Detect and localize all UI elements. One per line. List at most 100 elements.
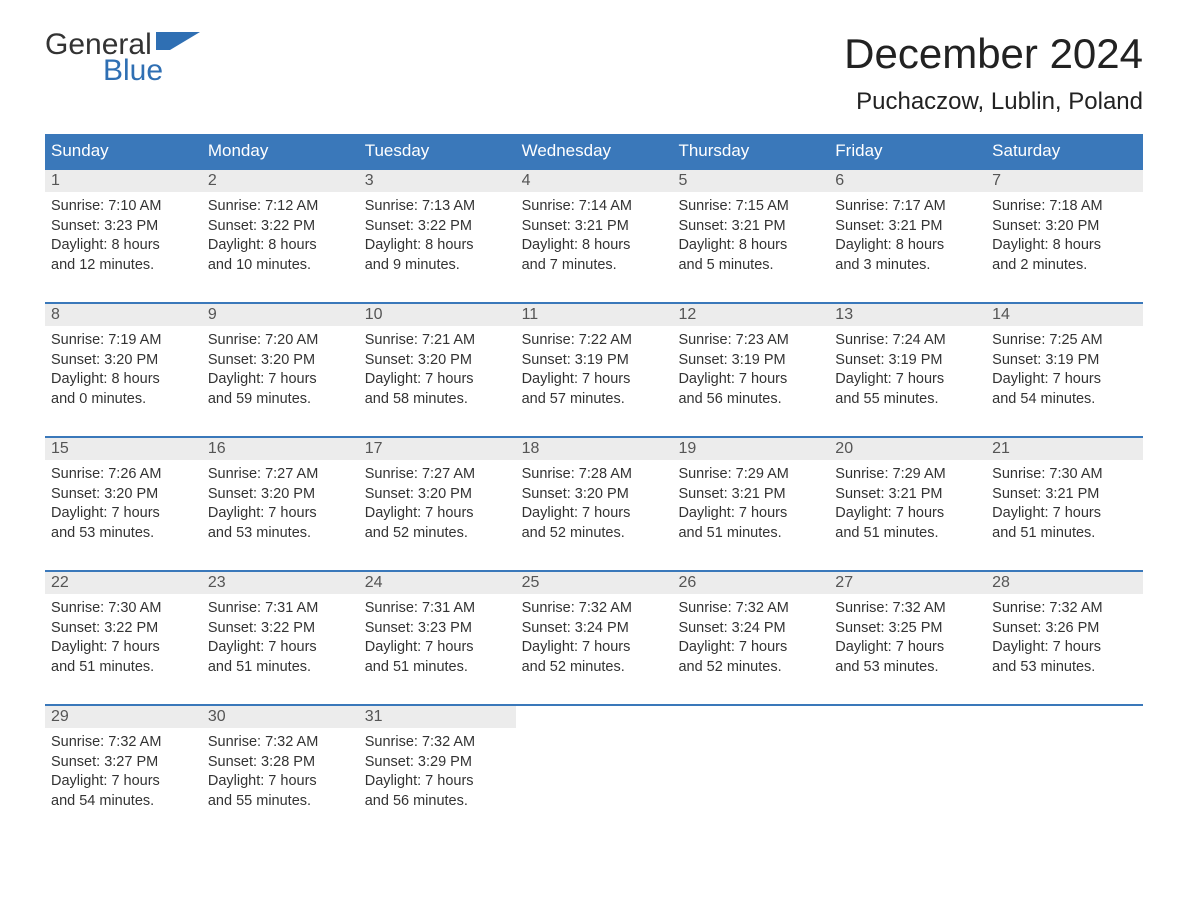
daylight-hours-line: Daylight: 7 hours	[522, 504, 667, 524]
day-cell: 29Sunrise: 7:32 AMSunset: 3:27 PMDayligh…	[45, 706, 202, 838]
sunrise-line: Sunrise: 7:29 AM	[835, 465, 980, 485]
day-cell: 3Sunrise: 7:13 AMSunset: 3:22 PMDaylight…	[359, 170, 516, 302]
sunset-line: Sunset: 3:19 PM	[992, 351, 1137, 371]
sunrise-line: Sunrise: 7:15 AM	[678, 197, 823, 217]
day-body: Sunrise: 7:19 AMSunset: 3:20 PMDaylight:…	[45, 326, 202, 415]
sunset-line: Sunset: 3:19 PM	[522, 351, 667, 371]
day-body: Sunrise: 7:30 AMSunset: 3:22 PMDaylight:…	[45, 594, 202, 683]
sunset-line: Sunset: 3:22 PM	[208, 217, 353, 237]
sunset-line: Sunset: 3:20 PM	[208, 485, 353, 505]
daylight-minutes-line: and 0 minutes.	[51, 390, 196, 410]
day-cell: 2Sunrise: 7:12 AMSunset: 3:22 PMDaylight…	[202, 170, 359, 302]
sunrise-line: Sunrise: 7:32 AM	[208, 733, 353, 753]
sunset-line: Sunset: 3:20 PM	[365, 485, 510, 505]
daylight-minutes-line: and 51 minutes.	[835, 524, 980, 544]
daylight-minutes-line: and 3 minutes.	[835, 256, 980, 276]
daylight-hours-line: Daylight: 8 hours	[365, 236, 510, 256]
sunrise-line: Sunrise: 7:32 AM	[522, 599, 667, 619]
daylight-hours-line: Daylight: 7 hours	[208, 638, 353, 658]
daylight-hours-line: Daylight: 7 hours	[51, 504, 196, 524]
daylight-minutes-line: and 2 minutes.	[992, 256, 1137, 276]
day-number: 28	[986, 572, 1143, 594]
day-body: Sunrise: 7:32 AMSunset: 3:27 PMDaylight:…	[45, 728, 202, 817]
daylight-hours-line: Daylight: 8 hours	[992, 236, 1137, 256]
week-row: 29Sunrise: 7:32 AMSunset: 3:27 PMDayligh…	[45, 704, 1143, 838]
day-cell: 18Sunrise: 7:28 AMSunset: 3:20 PMDayligh…	[516, 438, 673, 570]
sunset-line: Sunset: 3:19 PM	[835, 351, 980, 371]
daylight-minutes-line: and 54 minutes.	[51, 792, 196, 812]
daylight-hours-line: Daylight: 8 hours	[835, 236, 980, 256]
weekday-header: Monday	[202, 134, 359, 168]
daylight-minutes-line: and 59 minutes.	[208, 390, 353, 410]
sunset-line: Sunset: 3:22 PM	[51, 619, 196, 639]
sunrise-line: Sunrise: 7:27 AM	[365, 465, 510, 485]
day-body: Sunrise: 7:23 AMSunset: 3:19 PMDaylight:…	[672, 326, 829, 415]
sunrise-line: Sunrise: 7:30 AM	[51, 599, 196, 619]
day-cell: 8Sunrise: 7:19 AMSunset: 3:20 PMDaylight…	[45, 304, 202, 436]
sunset-line: Sunset: 3:27 PM	[51, 753, 196, 773]
sunrise-line: Sunrise: 7:19 AM	[51, 331, 196, 351]
daylight-minutes-line: and 53 minutes.	[992, 658, 1137, 678]
day-cell: 10Sunrise: 7:21 AMSunset: 3:20 PMDayligh…	[359, 304, 516, 436]
sunrise-line: Sunrise: 7:24 AM	[835, 331, 980, 351]
day-body: Sunrise: 7:32 AMSunset: 3:25 PMDaylight:…	[829, 594, 986, 683]
day-body: Sunrise: 7:18 AMSunset: 3:20 PMDaylight:…	[986, 192, 1143, 281]
sunset-line: Sunset: 3:21 PM	[992, 485, 1137, 505]
day-number: 11	[516, 304, 673, 326]
sunset-line: Sunset: 3:28 PM	[208, 753, 353, 773]
day-cell: 19Sunrise: 7:29 AMSunset: 3:21 PMDayligh…	[672, 438, 829, 570]
daylight-minutes-line: and 56 minutes.	[365, 792, 510, 812]
sunrise-line: Sunrise: 7:32 AM	[678, 599, 823, 619]
sunset-line: Sunset: 3:22 PM	[208, 619, 353, 639]
day-cell: 5Sunrise: 7:15 AMSunset: 3:21 PMDaylight…	[672, 170, 829, 302]
day-number: 26	[672, 572, 829, 594]
day-body: Sunrise: 7:22 AMSunset: 3:19 PMDaylight:…	[516, 326, 673, 415]
sunrise-line: Sunrise: 7:31 AM	[365, 599, 510, 619]
sunrise-line: Sunrise: 7:21 AM	[365, 331, 510, 351]
day-body: Sunrise: 7:32 AMSunset: 3:28 PMDaylight:…	[202, 728, 359, 817]
day-number: 9	[202, 304, 359, 326]
day-body: Sunrise: 7:32 AMSunset: 3:26 PMDaylight:…	[986, 594, 1143, 683]
sunset-line: Sunset: 3:24 PM	[522, 619, 667, 639]
day-cell: 20Sunrise: 7:29 AMSunset: 3:21 PMDayligh…	[829, 438, 986, 570]
day-body: Sunrise: 7:14 AMSunset: 3:21 PMDaylight:…	[516, 192, 673, 281]
day-cell: 15Sunrise: 7:26 AMSunset: 3:20 PMDayligh…	[45, 438, 202, 570]
day-number: 24	[359, 572, 516, 594]
daylight-minutes-line: and 10 minutes.	[208, 256, 353, 276]
day-cell: 23Sunrise: 7:31 AMSunset: 3:22 PMDayligh…	[202, 572, 359, 704]
day-cell: 13Sunrise: 7:24 AMSunset: 3:19 PMDayligh…	[829, 304, 986, 436]
sunrise-line: Sunrise: 7:14 AM	[522, 197, 667, 217]
day-body: Sunrise: 7:27 AMSunset: 3:20 PMDaylight:…	[202, 460, 359, 549]
weekday-header: Friday	[829, 134, 986, 168]
day-number: 31	[359, 706, 516, 728]
daylight-hours-line: Daylight: 7 hours	[992, 504, 1137, 524]
day-number: 2	[202, 170, 359, 192]
daylight-hours-line: Daylight: 7 hours	[51, 772, 196, 792]
sunrise-line: Sunrise: 7:32 AM	[835, 599, 980, 619]
sunrise-line: Sunrise: 7:12 AM	[208, 197, 353, 217]
sunset-line: Sunset: 3:20 PM	[51, 351, 196, 371]
sunrise-line: Sunrise: 7:26 AM	[51, 465, 196, 485]
sunrise-line: Sunrise: 7:28 AM	[522, 465, 667, 485]
day-body: Sunrise: 7:21 AMSunset: 3:20 PMDaylight:…	[359, 326, 516, 415]
sunset-line: Sunset: 3:21 PM	[522, 217, 667, 237]
daylight-minutes-line: and 51 minutes.	[208, 658, 353, 678]
day-cell: 21Sunrise: 7:30 AMSunset: 3:21 PMDayligh…	[986, 438, 1143, 570]
day-body: Sunrise: 7:12 AMSunset: 3:22 PMDaylight:…	[202, 192, 359, 281]
day-cell: 17Sunrise: 7:27 AMSunset: 3:20 PMDayligh…	[359, 438, 516, 570]
daylight-hours-line: Daylight: 8 hours	[522, 236, 667, 256]
day-cell: 26Sunrise: 7:32 AMSunset: 3:24 PMDayligh…	[672, 572, 829, 704]
day-number: 13	[829, 304, 986, 326]
day-cell-empty	[986, 706, 1143, 838]
day-cell-empty	[672, 706, 829, 838]
day-number: 10	[359, 304, 516, 326]
sunrise-line: Sunrise: 7:27 AM	[208, 465, 353, 485]
daylight-minutes-line: and 53 minutes.	[208, 524, 353, 544]
daylight-hours-line: Daylight: 7 hours	[678, 504, 823, 524]
sunrise-line: Sunrise: 7:22 AM	[522, 331, 667, 351]
sunrise-line: Sunrise: 7:25 AM	[992, 331, 1137, 351]
day-number: 29	[45, 706, 202, 728]
sunset-line: Sunset: 3:20 PM	[522, 485, 667, 505]
daylight-hours-line: Daylight: 8 hours	[51, 236, 196, 256]
day-body: Sunrise: 7:27 AMSunset: 3:20 PMDaylight:…	[359, 460, 516, 549]
